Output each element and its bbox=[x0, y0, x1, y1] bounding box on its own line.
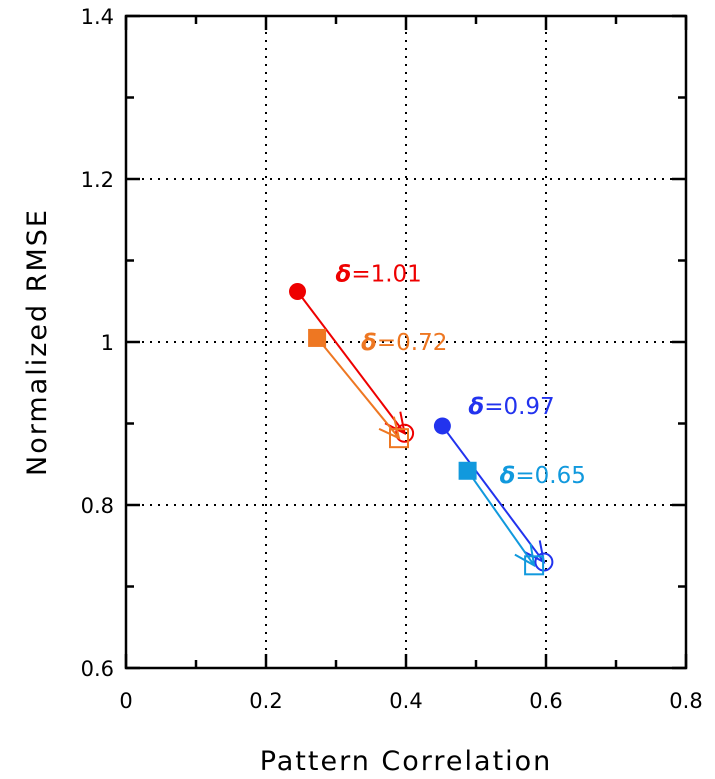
x-tick-label: 0.8 bbox=[669, 689, 702, 713]
delta-labels: δ=1.01 δ=0.72 δ=0.97 δ=0.65 bbox=[336, 261, 586, 488]
x-tick-labels: 0 0.2 0.4 0.6 0.8 bbox=[119, 689, 702, 713]
start-marker-filled-circle bbox=[433, 417, 451, 435]
y-tick-labels: 0.6 0.8 1 1.2 1.4 bbox=[81, 5, 114, 681]
y-tick-label: 1.4 bbox=[81, 5, 114, 29]
plot-frame bbox=[124, 14, 688, 670]
arrow-head bbox=[378, 416, 401, 440]
y-tick-label: 1.2 bbox=[81, 168, 114, 192]
end-marker-open-square bbox=[389, 428, 409, 449]
y-tick-label: 0.6 bbox=[81, 657, 114, 681]
series-1 bbox=[289, 282, 415, 443]
series-line bbox=[466, 470, 535, 566]
start-marker-filled-square bbox=[308, 328, 327, 347]
x-axis-title: Pattern Correlation bbox=[260, 746, 553, 777]
x-tick-label: 0.6 bbox=[529, 689, 562, 713]
series-3 bbox=[433, 417, 554, 572]
delta-label-1: δ=1.01 bbox=[336, 261, 422, 287]
delta-label-4: δ=0.65 bbox=[500, 463, 586, 489]
arrow-head bbox=[384, 411, 406, 436]
delta-label-2: δ=0.72 bbox=[361, 330, 447, 356]
arrow-head bbox=[514, 543, 536, 568]
grid-lines bbox=[126, 16, 686, 668]
series-4 bbox=[458, 461, 545, 576]
series-2 bbox=[308, 328, 409, 449]
end-marker-open-square bbox=[524, 555, 545, 576]
y-tick-label: 0.8 bbox=[81, 494, 114, 518]
series-line bbox=[441, 425, 545, 563]
x-tick-label: 0 bbox=[119, 689, 132, 713]
start-marker-filled-circle bbox=[289, 282, 306, 300]
start-marker-filled-square bbox=[458, 461, 477, 480]
x-tick-label: 0.4 bbox=[389, 689, 422, 713]
x-tick-label: 0.2 bbox=[249, 689, 282, 713]
y-axis-title: Normalized RMSE bbox=[22, 208, 53, 476]
series-group bbox=[289, 282, 554, 576]
y-tick-label: 1 bbox=[101, 331, 114, 355]
series-line bbox=[316, 337, 400, 439]
series-line bbox=[296, 290, 406, 434]
delta-label-3: δ=0.97 bbox=[468, 394, 554, 420]
